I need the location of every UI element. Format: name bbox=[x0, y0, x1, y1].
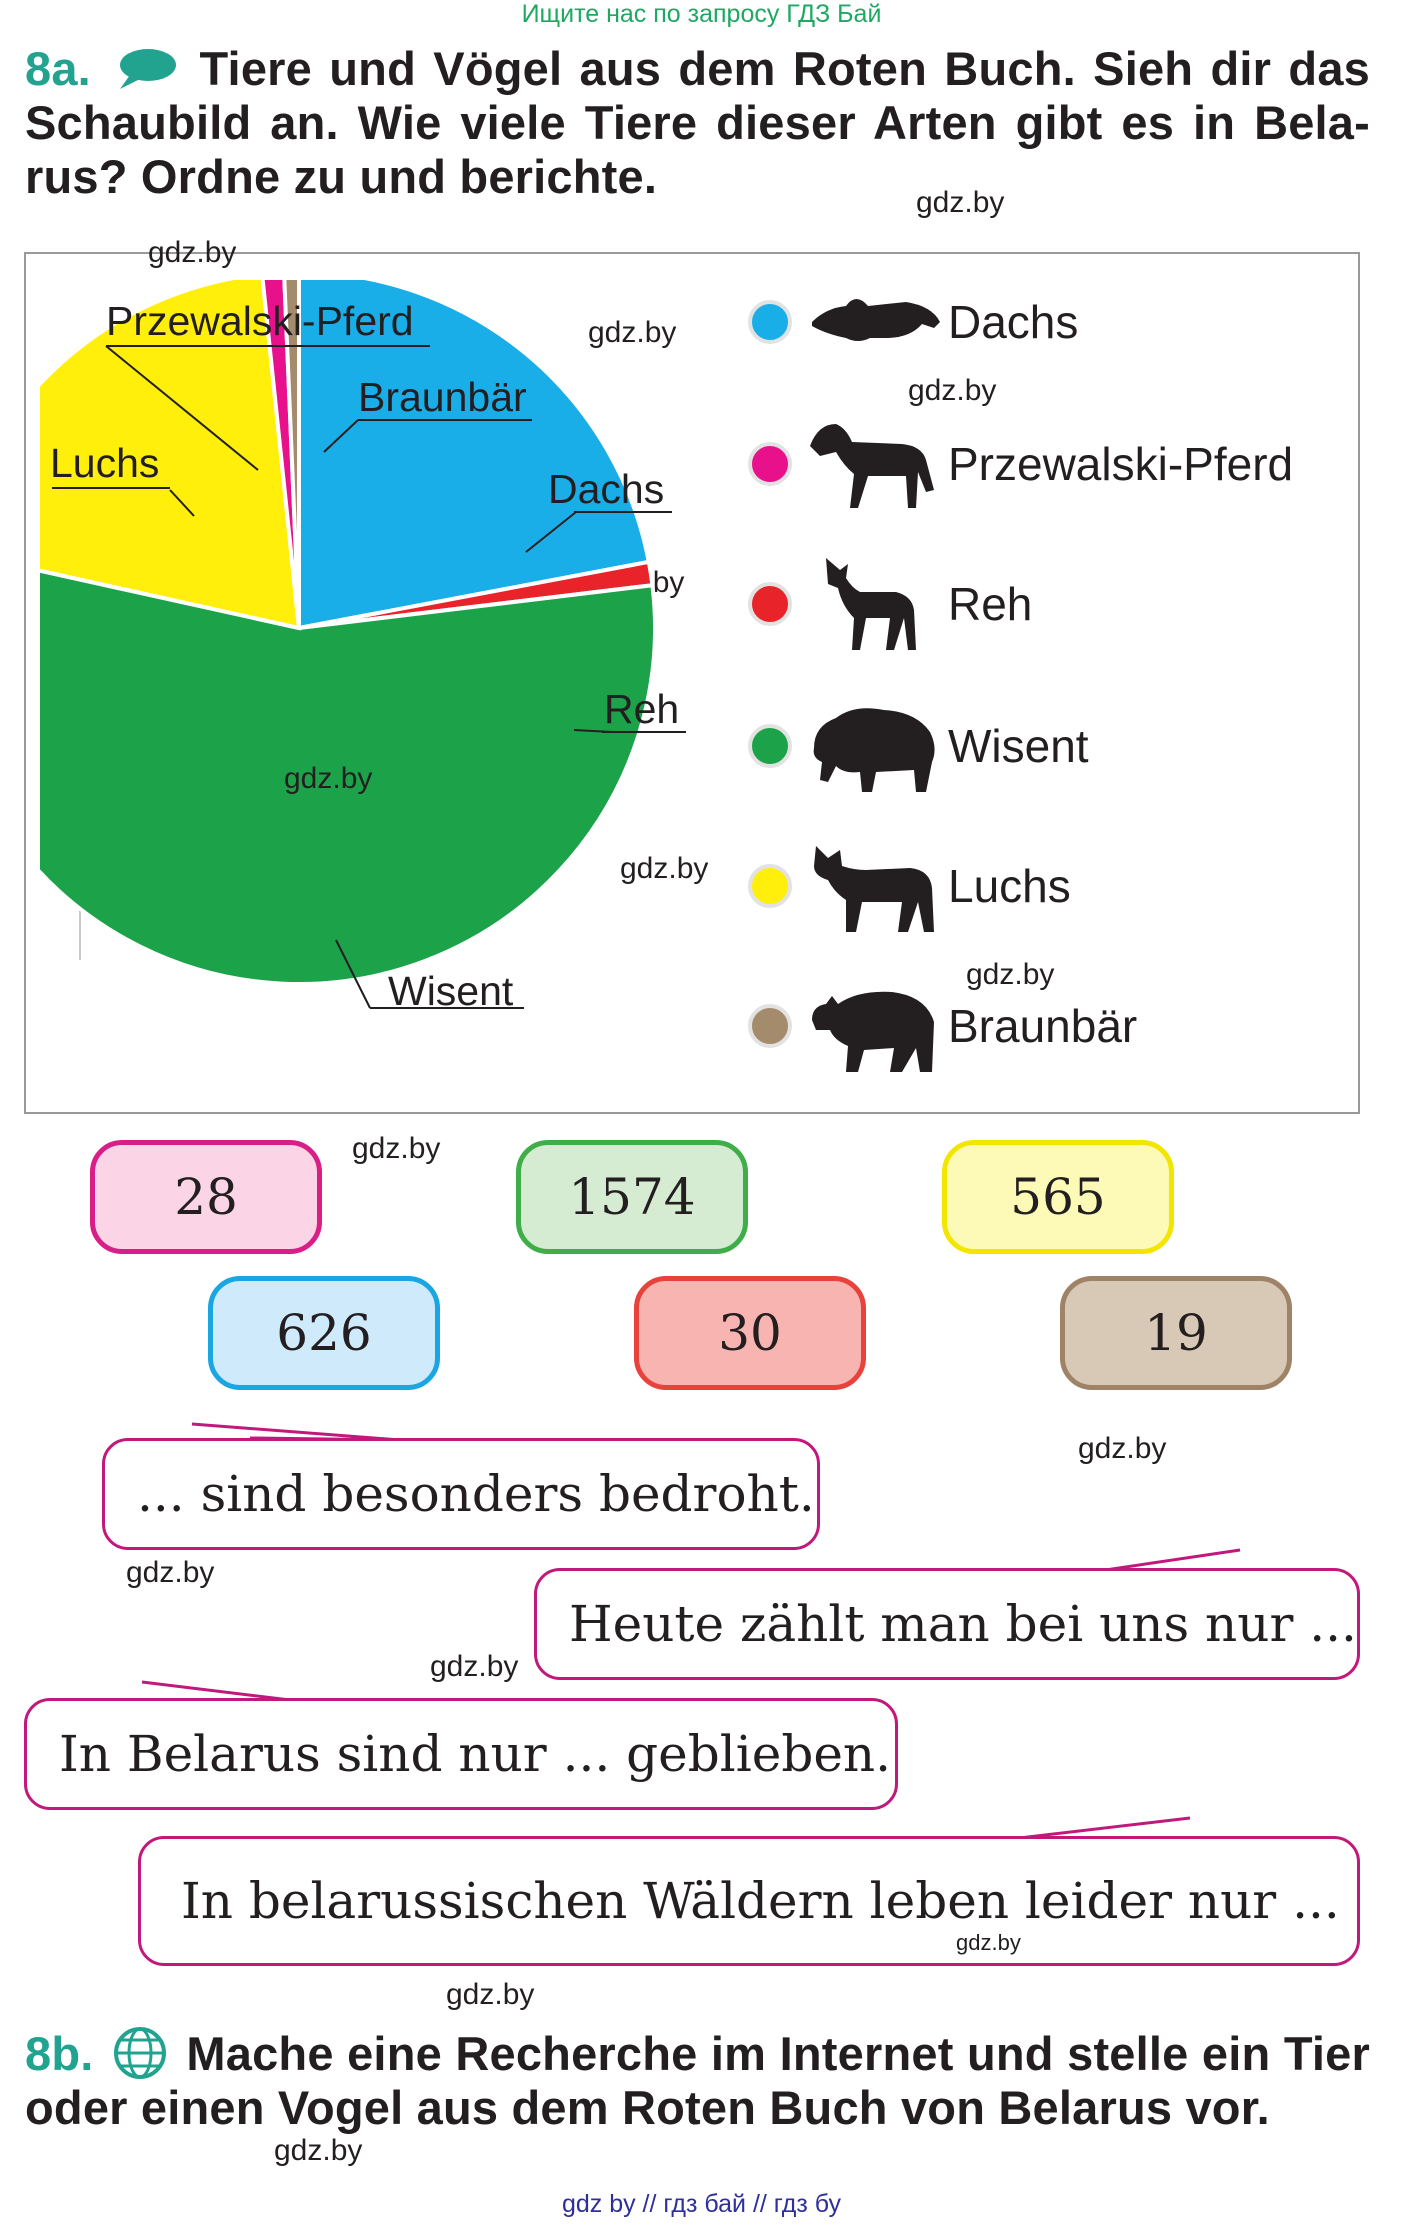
pie-label-braunbaer: Braunbär bbox=[358, 374, 527, 420]
watermark: gdz.by bbox=[620, 852, 709, 885]
legend-label: Reh bbox=[948, 578, 1033, 630]
task-8b-text: Mache eine Recherche im Internet und ste… bbox=[25, 2027, 1371, 2134]
watermark: gdz.by bbox=[148, 236, 237, 269]
watermark: gdz.by bbox=[284, 762, 373, 795]
bison-icon bbox=[813, 708, 935, 792]
legend-dot bbox=[748, 1004, 792, 1048]
leader-przewalski bbox=[105, 345, 259, 471]
pie-label-reh: Reh bbox=[604, 686, 680, 732]
top-search-link[interactable]: Ищите нас по запросу ГДЗ Бай bbox=[521, 0, 882, 28]
task-8b-heading: 8b. Mache eine Recherche im Internet und… bbox=[25, 2026, 1370, 2135]
badger-icon bbox=[812, 299, 940, 341]
watermark: gdz.by bbox=[588, 316, 677, 349]
watermark: gdz.by bbox=[126, 1556, 215, 1589]
pie-slice-luchs bbox=[40, 280, 302, 631]
number-box[interactable]: 565 bbox=[942, 1140, 1174, 1254]
watermark: gdz.by bbox=[274, 2134, 363, 2167]
footer-links[interactable]: gdz by // гдз бай // гдз бу bbox=[561, 2190, 842, 2218]
watermark: gdz.by bbox=[446, 1978, 535, 2011]
leader-dachs bbox=[525, 511, 577, 553]
watermark: gdz.by bbox=[956, 1930, 1021, 1955]
horse-icon bbox=[810, 424, 934, 508]
number-box[interactable]: 626 bbox=[208, 1276, 440, 1390]
leader-luchs bbox=[169, 489, 195, 517]
pie-label-dachs: Dachs bbox=[548, 466, 665, 512]
sentence-box: Heute zählt man bei uns nur ... bbox=[534, 1568, 1360, 1680]
speech-bubble-icon bbox=[120, 49, 177, 89]
watermark: gdz.by bbox=[352, 1132, 441, 1165]
legend-label: Luchs bbox=[948, 860, 1071, 912]
legend-item-przewalski: Przewalski-Pferd bbox=[748, 414, 1348, 514]
watermark: gdz.by bbox=[908, 374, 997, 407]
sentence-box: In belarussischen Wäldern leben leider n… bbox=[138, 1836, 1360, 1966]
legend-label: Wisent bbox=[948, 720, 1089, 772]
legend-item-reh: Reh bbox=[748, 554, 1348, 654]
task-8b-number: 8b. bbox=[25, 2027, 94, 2080]
number-box[interactable]: 28 bbox=[90, 1140, 322, 1254]
leader-wisent bbox=[335, 939, 371, 1009]
watermark: gdz.by bbox=[916, 186, 1005, 219]
task-8a-text: Tiere und Vögel aus dem Roten Buch. Sieh… bbox=[25, 42, 1370, 203]
pie-label-wisent: Wisent bbox=[388, 968, 514, 1014]
legend-dot bbox=[748, 442, 792, 486]
legend-label: Braunbär bbox=[948, 1000, 1138, 1052]
sentence-box: ... sind besonders bedroht. bbox=[102, 1438, 820, 1550]
legend-item-wisent: Wisent bbox=[748, 696, 1348, 796]
legend-dot bbox=[748, 864, 792, 908]
number-box[interactable]: 30 bbox=[634, 1276, 866, 1390]
legend-item-luchs: Luchs bbox=[748, 836, 1348, 936]
globe-www-icon bbox=[113, 2027, 166, 2079]
watermark: gdz.by bbox=[966, 958, 1055, 991]
pie-slice-braunbär bbox=[282, 280, 301, 629]
legend-dot bbox=[748, 582, 792, 626]
sentence-box: In Belarus sind nur ... geblieben. bbox=[24, 1698, 898, 1810]
legend-item-dachs: Dachs bbox=[748, 272, 1348, 372]
legend-label: Przewalski-Pferd bbox=[948, 438, 1294, 490]
pie-slice-przewalski-pferd bbox=[260, 280, 301, 629]
legend-dot bbox=[748, 300, 792, 344]
legend-item-braunbaer: Braunbär bbox=[748, 976, 1348, 1076]
pie-slice-wisent bbox=[40, 568, 657, 986]
number-box[interactable]: 19 bbox=[1060, 1276, 1292, 1390]
deer-icon bbox=[826, 558, 916, 650]
watermark: gdz.by bbox=[1078, 1432, 1167, 1465]
legend-label: Dachs bbox=[948, 296, 1079, 348]
task-8a-heading: 8a. Tiere und Vögel aus dem Roten Buch. … bbox=[25, 42, 1370, 204]
task-8a-number: 8a. bbox=[25, 42, 91, 95]
pie-slice-dachs bbox=[297, 280, 652, 631]
pie-chart bbox=[40, 280, 686, 1009]
number-box[interactable]: 1574 bbox=[516, 1140, 748, 1254]
legend-dot bbox=[748, 724, 792, 768]
pie-label-luchs: Luchs bbox=[50, 440, 160, 486]
watermark: gdz.by bbox=[430, 1650, 519, 1683]
lynx-icon bbox=[814, 846, 934, 932]
leader-braunbaer bbox=[323, 419, 359, 453]
bear-icon bbox=[812, 991, 934, 1072]
pie-label-przewalski: Przewalski-Pferd bbox=[106, 298, 414, 344]
